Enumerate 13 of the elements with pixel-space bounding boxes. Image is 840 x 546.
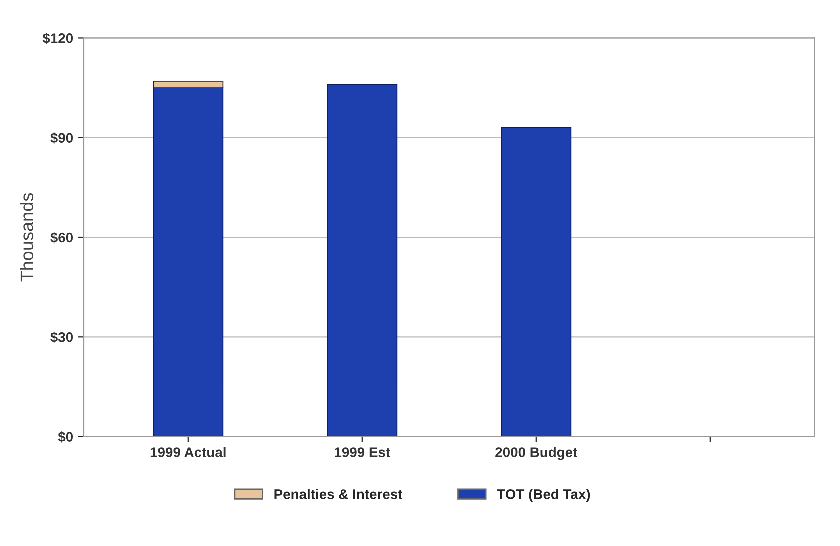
x-tick-label: 1999 Est	[335, 448, 390, 458]
legend-label: Penalties & Interest	[274, 489, 403, 500]
bar	[501, 127, 572, 437]
y-tick-label: $90	[50, 132, 74, 144]
x-tick-label: 2000 Budget	[496, 447, 578, 460]
legend-label: TOT (Bed Tax)	[497, 489, 590, 502]
y-tick-label: $0	[58, 432, 74, 443]
y-tick-label: $120	[42, 32, 74, 44]
x-tick-label: 1999 Actual	[150, 447, 226, 458]
y-tick-label: $60	[50, 232, 74, 244]
bar	[327, 84, 398, 437]
y-axis-title: Thousands	[20, 193, 34, 282]
y-tick-label: $30	[50, 332, 74, 344]
